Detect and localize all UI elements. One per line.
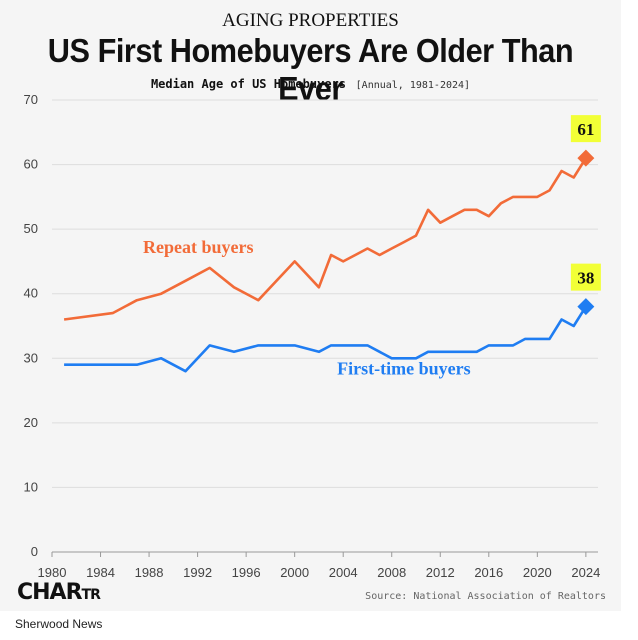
series-lines: [63, 149, 595, 373]
first-time-buyers-line: [64, 305, 588, 373]
x-tick-label: 1984: [86, 565, 115, 580]
y-tick-label: 60: [24, 157, 38, 172]
logo-text-big: CHAR: [17, 580, 83, 605]
grid-lines: [51, 99, 598, 557]
repeat-buyers-end-marker: [577, 149, 595, 167]
y-tick-label: 70: [24, 92, 38, 107]
chart-subtitle: Median Age of US Homebuyers: [150, 77, 347, 91]
x-tick-label: 2016: [474, 565, 503, 580]
x-tick-label: 1988: [135, 565, 164, 580]
chart-subtitle-row: Median Age of US Homebuyers [Annual, 198…: [0, 73, 621, 92]
x-tick-label: 2012: [426, 565, 455, 580]
chart-title: US First Homebuyers Are Older Than Ever: [47, 32, 574, 107]
x-tick-label: 2008: [377, 565, 406, 580]
x-tick-label: 2020: [523, 565, 552, 580]
chart-subtitle-note: [Annual, 1981-2024]: [355, 80, 471, 91]
y-tick-label: 30: [24, 350, 38, 365]
repeat-buyers-end-label: 61: [577, 120, 594, 139]
chart-kicker: AGING PROPERTIES: [222, 10, 399, 31]
logo-text-small: TR: [81, 587, 101, 603]
first-time-buyers-end-label: 38: [577, 269, 594, 288]
x-tick-label: 1996: [232, 565, 261, 580]
y-tick-label: 0: [31, 544, 38, 559]
x-tick-label: 1980: [38, 565, 67, 580]
first-time-buyers-end-label-box: [570, 263, 601, 291]
repeat-buyers-end-label-box: [570, 115, 601, 143]
x-tick-label: 2024: [571, 565, 600, 580]
repeat-buyers-series-label: Repeat buyers: [143, 237, 254, 257]
y-tick-label: 40: [24, 286, 38, 301]
series-labels: 61 Repeat buyers 38 First-time buyers: [143, 115, 601, 378]
x-tick-labels: 1980 1984 1988 1992 1996 2000 2004 2008 2012 2016…: [38, 565, 601, 580]
first-time-buyers-end-marker: [577, 298, 595, 316]
chartr-logo: CHARTR: [17, 580, 101, 605]
repeat-buyers-line: [63, 157, 588, 321]
y-tick-labels: 0 10 20 30 40 50 60 70: [24, 92, 38, 559]
first-time-buyers-series-label: First-time buyers: [337, 358, 470, 378]
y-tick-label: 10: [24, 479, 38, 494]
y-tick-label: 20: [24, 415, 38, 430]
x-tick-label: 1992: [183, 565, 212, 580]
x-tick-label: 2000: [280, 565, 309, 580]
x-tick-label: 2004: [329, 565, 358, 580]
publisher-footer: Sherwood News: [15, 617, 103, 631]
line-chart: 0 10 20 30 40 50 60 70 1980 1984 1988 1992 1996 2000…: [24, 92, 601, 580]
y-tick-label: 50: [24, 221, 38, 236]
chart-card: AGING PROPERTIES US First Homebuyers Are…: [0, 10, 621, 605]
source-note: Source: National Association of Realtors: [365, 591, 606, 602]
